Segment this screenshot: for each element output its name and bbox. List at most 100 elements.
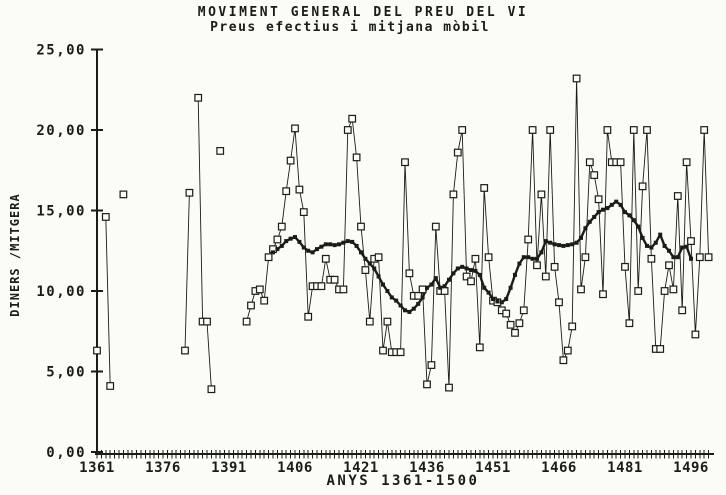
price-point-marker: [405, 269, 414, 278]
moving-average-point-marker: [583, 226, 588, 231]
price-point-marker: [555, 298, 563, 307]
moving-average-point-marker: [394, 298, 399, 303]
price-point-marker: [572, 74, 581, 83]
moving-average-point-marker: [328, 242, 333, 247]
moving-average-point-marker: [653, 240, 658, 245]
moving-average-point-marker: [403, 308, 407, 313]
moving-average-point-marker: [508, 285, 513, 290]
price-point-marker: [401, 158, 409, 167]
price-point-marker: [519, 306, 528, 315]
moving-average-point-marker: [451, 271, 456, 276]
price-point-marker: [106, 382, 115, 390]
price-point-marker: [216, 147, 225, 155]
price-point-marker: [590, 171, 599, 179]
price-point-marker: [449, 190, 458, 199]
y-tick-label: 10,00: [36, 284, 86, 300]
x-tick-label: 1391: [211, 460, 247, 476]
moving-average-point-marker: [385, 289, 390, 293]
price-point-marker: [321, 254, 330, 263]
price-point-marker: [286, 156, 295, 165]
price-point-marker: [361, 266, 370, 274]
price-point-marker: [431, 222, 440, 231]
price-point-marker: [181, 346, 189, 355]
price-point-marker: [524, 235, 533, 244]
moving-average-point-marker: [513, 272, 517, 277]
moving-average-point-marker: [565, 243, 570, 248]
price-point-marker: [656, 345, 665, 353]
chart-subtitle: Preus efectius i mitjana mòbil: [210, 20, 490, 35]
price-point-marker: [506, 320, 515, 329]
price-point-marker: [317, 282, 326, 291]
moving-average-point-marker: [543, 239, 548, 244]
x-tick-label: 1376: [145, 460, 181, 476]
moving-average-point-marker: [548, 240, 553, 245]
moving-average-point-marker: [464, 266, 469, 271]
price-point-marker: [541, 272, 550, 281]
price-point-marker: [242, 317, 251, 326]
moving-average-point-marker: [667, 248, 671, 253]
moving-average-point-marker: [297, 239, 302, 244]
price-point-marker: [458, 126, 467, 134]
moving-average-point-marker: [376, 274, 381, 279]
moving-average-point-marker: [658, 232, 663, 237]
moving-average-point-marker: [469, 268, 473, 273]
x-tick-label: 1436: [409, 460, 445, 476]
moving-average-point-marker: [455, 266, 460, 271]
price-point-marker: [484, 253, 493, 262]
price-point-marker: [585, 158, 594, 167]
price-point-marker: [568, 322, 577, 331]
price-point-marker: [418, 285, 427, 294]
moving-average-point-marker: [521, 255, 526, 260]
moving-average-point-marker: [473, 268, 478, 273]
moving-average-point-marker: [438, 285, 443, 290]
moving-average-point-marker: [552, 242, 557, 247]
price-point-marker: [700, 126, 709, 134]
price-point-marker: [348, 114, 357, 123]
moving-average-point-marker: [605, 206, 610, 211]
price-series-line: [105, 78, 710, 390]
price-point-marker: [414, 291, 423, 300]
price-point-marker: [643, 126, 651, 134]
moving-average-point-marker: [301, 245, 306, 250]
moving-average-point-marker: [495, 299, 500, 304]
price-point-marker: [603, 126, 612, 134]
price-point-marker: [357, 222, 365, 231]
moving-average-point-marker: [535, 256, 539, 261]
moving-average-point-marker: [592, 214, 597, 219]
moving-average-point-marker: [499, 300, 504, 305]
price-point-marker: [264, 253, 273, 262]
price-point-marker: [255, 285, 264, 294]
moving-average-point-marker: [579, 235, 583, 240]
price-point-marker: [304, 312, 313, 321]
x-tick-label: 1451: [475, 460, 511, 476]
price-point-marker: [660, 287, 669, 295]
price-point-marker: [577, 285, 585, 294]
moving-average-point-marker: [517, 261, 522, 266]
moving-average-point-marker: [372, 266, 377, 271]
price-point-marker: [247, 301, 255, 310]
moving-average-point-marker: [680, 245, 685, 250]
moving-average-point-marker: [442, 284, 447, 289]
moving-average-point-marker: [561, 243, 566, 248]
price-point-marker: [673, 192, 682, 200]
price-point-marker: [669, 285, 678, 294]
moving-average-point-marker: [315, 247, 319, 252]
moving-average-point-marker: [557, 243, 561, 248]
price-point-marker: [93, 346, 101, 355]
moving-average-point-marker: [689, 256, 693, 261]
moving-average-point-marker: [420, 295, 425, 300]
moving-average-point-marker: [310, 250, 315, 255]
y-tick-label: 0,00: [46, 445, 86, 461]
moving-average-point-marker: [631, 218, 636, 223]
moving-average-point-marker: [319, 244, 324, 249]
price-point-marker: [594, 195, 603, 204]
price-point-marker: [647, 254, 656, 263]
price-point-marker: [559, 356, 568, 365]
moving-average-point-marker: [279, 243, 284, 248]
price-point-marker: [343, 126, 352, 134]
price-point-marker: [396, 348, 405, 357]
moving-average-point-marker: [570, 242, 575, 247]
price-point-marker: [423, 380, 431, 389]
price-point-marker: [537, 190, 546, 199]
price-point-marker: [260, 296, 269, 305]
